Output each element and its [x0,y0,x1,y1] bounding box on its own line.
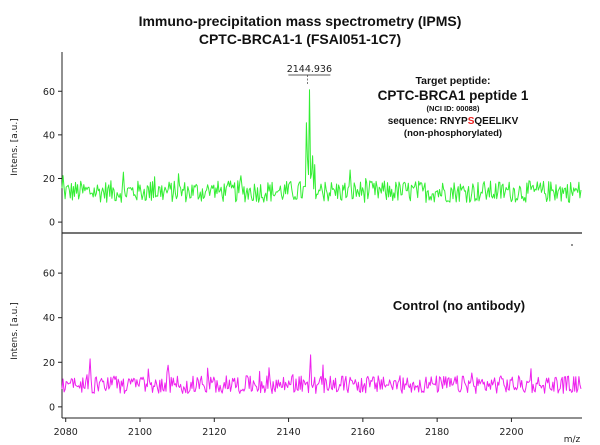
y-tick-label: 40 [43,313,55,324]
top-y-ticks: 0 20 40 60 [43,87,62,229]
bottom-y-ticks: 0 20 40 60 [43,269,62,413]
sequence-highlight-residue: S [468,116,475,127]
bottom-y-axis-label: Intens. [a.u.] [10,302,20,360]
peak-label-text: 2144.936 [287,64,332,75]
y-tick-label: 60 [43,87,55,98]
sequence-prefix: sequence: RNYP [388,116,468,127]
x-ticks: 2080 2100 2120 2140 2160 2180 2200 [54,418,524,438]
chart-subtitle: CPTC-BRCA1-1 (FSAI051-1C7) [198,31,402,47]
x-tick-label: 2120 [202,427,226,438]
x-axis-label: m/z [564,435,581,445]
marker-dot [571,244,573,246]
y-tick-label: 40 [43,130,55,141]
y-tick-label: 20 [43,358,55,369]
sequence-suffix: QEELIKV [474,116,518,127]
y-tick-label: 20 [43,174,55,185]
y-tick-label: 60 [43,269,55,280]
chart-title: Immuno-precipitation mass spectrometry (… [138,13,462,29]
annotation-non-phosphorylated: (non-phosphorylated) [404,128,502,139]
x-tick-label: 2180 [425,427,449,438]
annotation-nci-id: (NCI ID: 00088) [427,104,480,113]
x-tick-label: 2080 [54,427,78,438]
y-tick-label: 0 [49,218,55,229]
x-tick-label: 2160 [351,427,375,438]
y-tick-label: 0 [49,402,55,413]
annotation-control: Control (no antibody) [393,298,525,313]
x-tick-label: 2200 [499,427,523,438]
bottom-spectrum-line [61,354,582,394]
annotation-target-peptide: Target peptide: [415,75,490,87]
peak-label: 2144.936 [287,64,332,85]
annotation-peptide-name: CPTC-BRCA1 peptide 1 [378,88,529,103]
annotation-sequence: sequence: RNYPSQEELIKV [388,116,519,127]
top-y-axis-label: Intens. [a.u.] [10,118,20,176]
x-tick-label: 2100 [128,427,152,438]
top-spectrum-line [61,89,582,203]
x-tick-label: 2140 [276,427,300,438]
